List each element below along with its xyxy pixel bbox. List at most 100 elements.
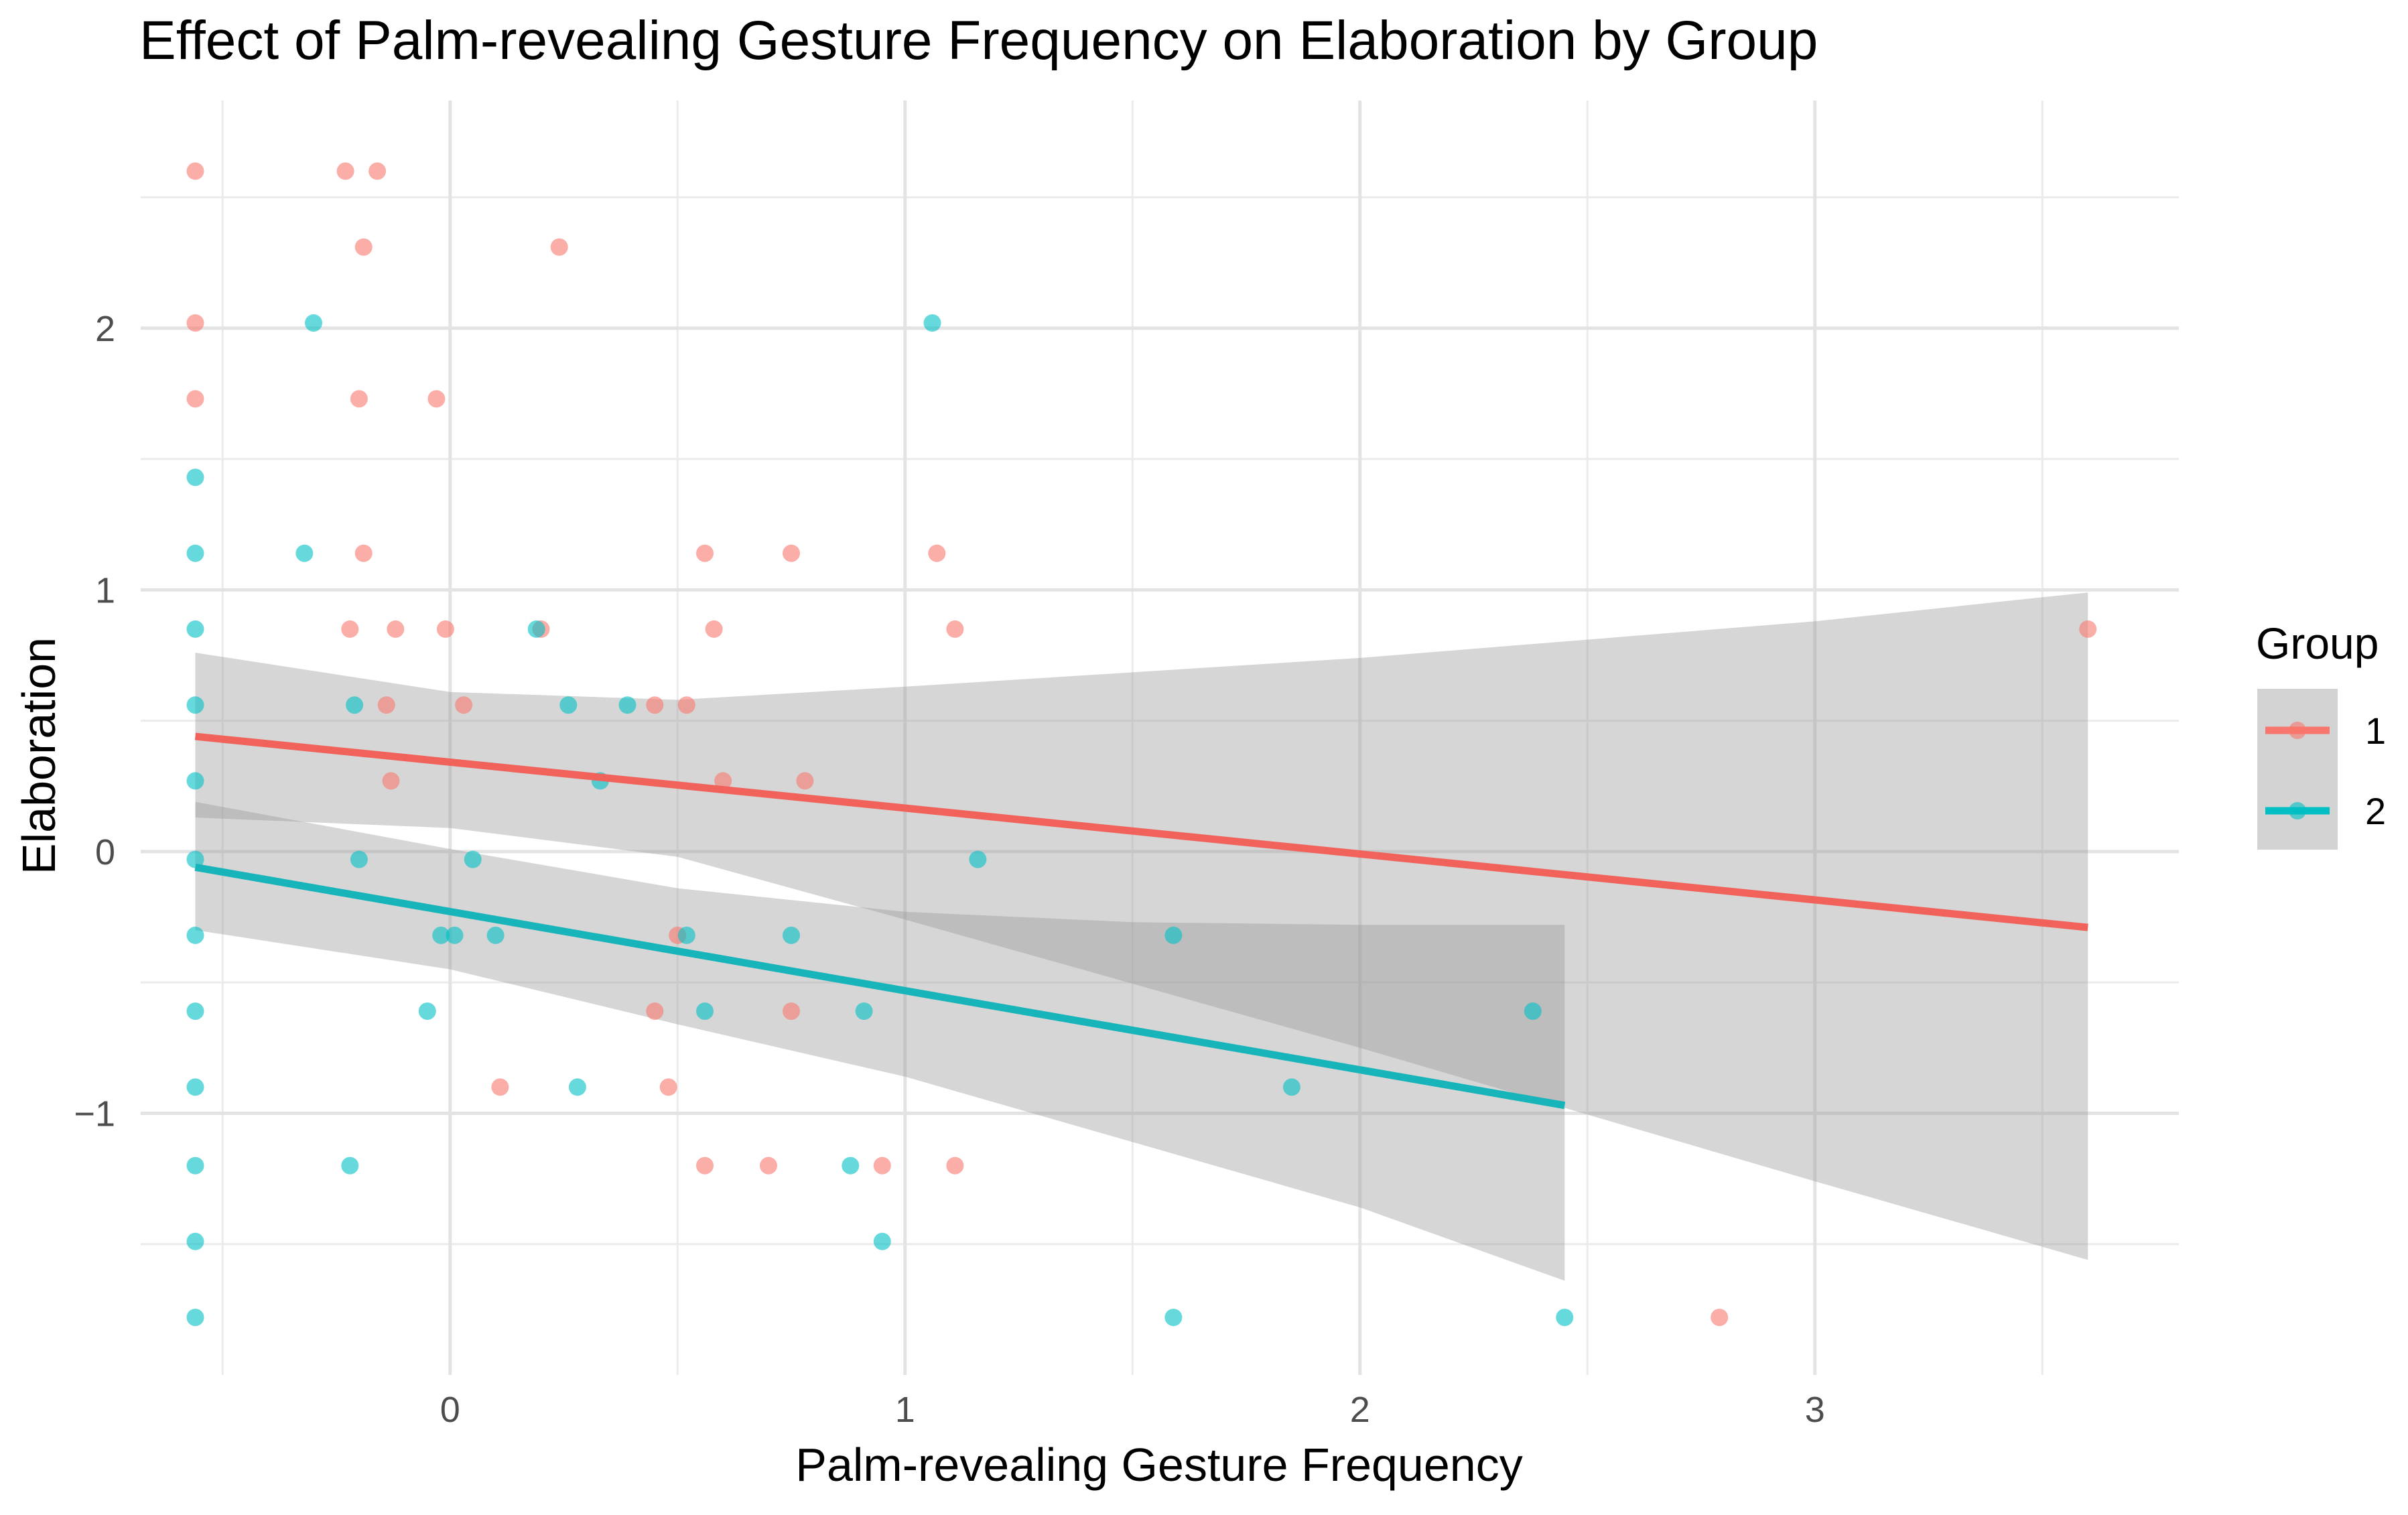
point-group-2 [186, 1078, 204, 1096]
point-group-2 [559, 696, 578, 714]
legend-key-point [2289, 802, 2306, 819]
confidence-band-group-2 [195, 801, 1565, 1281]
point-group-1 [186, 162, 204, 180]
point-group-1 [369, 162, 387, 180]
point-group-2 [696, 1002, 714, 1020]
point-group-1 [646, 1002, 664, 1020]
point-group-1 [382, 772, 400, 790]
legend-label: 1 [2365, 710, 2386, 752]
point-group-1 [377, 696, 395, 714]
point-group-1 [436, 620, 454, 638]
point-group-1 [350, 390, 368, 408]
point-group-1 [946, 620, 964, 638]
x-tick-label: 1 [895, 1390, 915, 1430]
point-group-2 [464, 850, 482, 868]
grid-major [141, 101, 2179, 1375]
fit-line-group-2 [194, 863, 1566, 1110]
point-group-2 [186, 1002, 204, 1020]
legend-key-point [2289, 722, 2306, 739]
point-group-1 [1711, 1309, 1729, 1327]
point-group-2 [1524, 1002, 1542, 1020]
point-group-1 [387, 620, 405, 638]
y-tick-label: −1 [74, 1094, 115, 1134]
grid-minor [141, 101, 2179, 1375]
point-group-2 [618, 696, 637, 714]
point-group-1 [341, 620, 359, 638]
point-group-1 [705, 620, 723, 638]
point-group-2 [305, 314, 322, 332]
point-group-2 [1282, 1078, 1300, 1096]
point-group-1 [354, 238, 373, 256]
point-group-2 [186, 1232, 204, 1250]
point-group-2 [855, 1002, 873, 1020]
point-group-2 [186, 620, 204, 638]
y-tick-label: 0 [95, 832, 115, 872]
point-group-2 [186, 696, 204, 714]
point-group-2 [1164, 926, 1183, 944]
legend-title: Group [2256, 618, 2379, 668]
point-group-1 [783, 1002, 800, 1020]
y-tick-labels: −1 0 1 2 [74, 309, 115, 1134]
point-group-1 [696, 1157, 714, 1175]
point-group-1 [2079, 620, 2097, 638]
point-group-1 [946, 1157, 964, 1175]
point-group-2 [783, 926, 800, 944]
point-group-1 [455, 696, 473, 714]
legend-label: 2 [2365, 790, 2386, 832]
confidence-band-group-1 [195, 592, 2088, 1260]
point-group-1 [928, 544, 946, 562]
point-group-1 [336, 162, 354, 180]
x-tick-label: 3 [1805, 1390, 1825, 1430]
point-group-2 [486, 926, 505, 944]
y-axis-label: Elaboration [13, 637, 65, 874]
point-group-2 [923, 314, 941, 332]
legend-entries: 12 [2265, 710, 2386, 832]
point-group-2 [186, 850, 204, 868]
fit-lines [194, 732, 2088, 1110]
point-group-1 [354, 544, 373, 562]
x-tick-label: 2 [1350, 1390, 1370, 1430]
point-group-2 [186, 1309, 204, 1327]
point-group-1 [427, 390, 446, 408]
point-group-1 [783, 544, 800, 562]
point-group-1 [491, 1078, 509, 1096]
point-group-2 [446, 926, 464, 944]
point-group-2 [969, 850, 987, 868]
point-group-2 [1164, 1309, 1183, 1327]
point-group-1 [659, 1078, 677, 1096]
point-group-2 [186, 772, 204, 790]
point-group-1 [677, 696, 695, 714]
confidence-ribbons [195, 592, 2088, 1281]
x-tick-labels: 0 1 2 3 [440, 1390, 1825, 1430]
y-tick-label: 2 [95, 309, 115, 349]
point-group-2 [677, 926, 695, 944]
point-group-1 [714, 772, 732, 790]
point-group-2 [186, 1157, 204, 1175]
point-group-2 [842, 1157, 860, 1175]
point-group-1 [646, 696, 664, 714]
point-group-2 [568, 1078, 586, 1096]
legend-key-background [2257, 689, 2338, 850]
point-group-2 [527, 620, 545, 638]
x-axis-label: Palm-revealing Gesture Frequency [795, 1439, 1522, 1491]
point-group-1 [550, 238, 568, 256]
point-group-1 [186, 314, 204, 332]
point-group-2 [432, 926, 450, 944]
point-group-2 [186, 926, 204, 944]
point-group-2 [346, 696, 364, 714]
point-group-2 [341, 1157, 359, 1175]
fit-line-group-1 [194, 732, 2088, 931]
point-group-2 [186, 544, 204, 562]
point-group-2 [873, 1232, 891, 1250]
legend-item-1: 1 [2265, 710, 2386, 752]
x-tick-label: 0 [440, 1390, 460, 1430]
point-group-2 [186, 468, 204, 486]
data-points [186, 162, 2097, 1327]
chart-title: Effect of Palm-revealing Gesture Frequen… [139, 10, 1818, 71]
point-group-1 [796, 772, 814, 790]
point-group-2 [350, 850, 368, 868]
point-group-2 [418, 1002, 436, 1020]
legend-item-2: 2 [2265, 790, 2386, 832]
point-group-1 [760, 1157, 777, 1175]
